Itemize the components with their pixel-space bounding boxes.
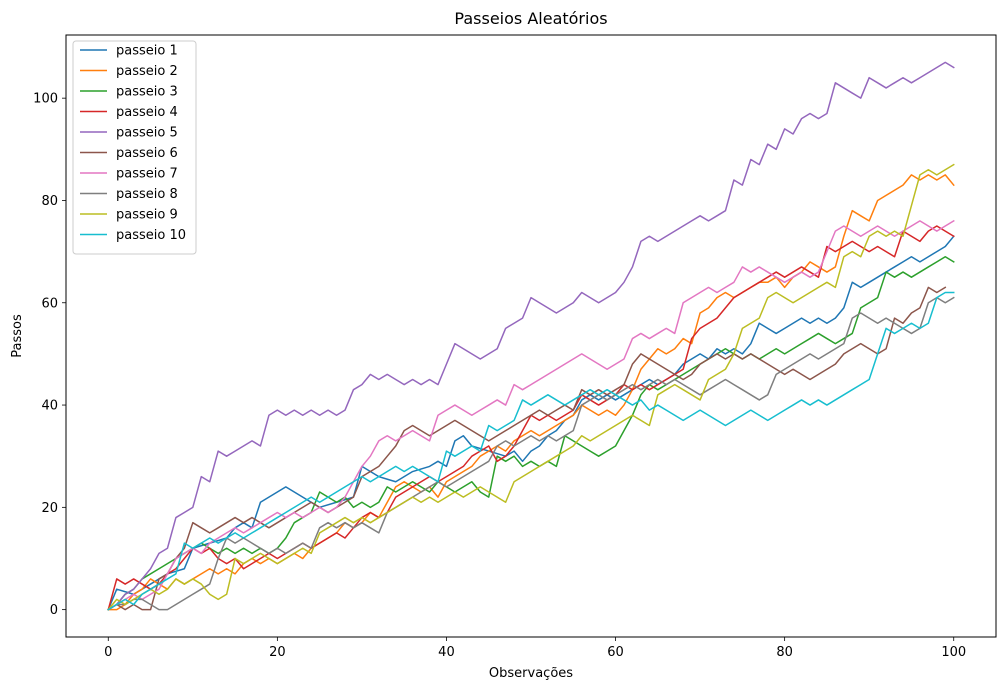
series-line-8 xyxy=(107,296,955,611)
x-tick-label: 60 xyxy=(607,645,624,660)
x-tick-label: 0 xyxy=(104,645,112,660)
x-tick-label: 40 xyxy=(438,645,455,660)
x-tick-label: 100 xyxy=(941,645,966,660)
legend-label-3: passeio 3 xyxy=(116,85,178,100)
series-line-6 xyxy=(107,286,947,611)
y-tick-label: 0 xyxy=(50,603,58,618)
y-axis-label: Passos xyxy=(10,314,25,358)
x-axis-label: Observações xyxy=(489,666,573,681)
legend-box xyxy=(72,40,197,255)
y-tick-label: 40 xyxy=(41,399,58,414)
legend-label-1: passeio 1 xyxy=(116,44,178,59)
legend-label-6: passeio 6 xyxy=(116,146,178,161)
legend-label-2: passeio 2 xyxy=(116,64,178,79)
y-tick-label: 100 xyxy=(33,92,58,107)
legend-label-9: passeio 9 xyxy=(116,208,178,223)
legend: passeio 1 passeio 2 passeio 3 passeio 4 pass… xyxy=(72,40,197,255)
legend-label-5: passeio 5 xyxy=(116,126,178,141)
plot-lines xyxy=(107,61,955,611)
y-axis: 0 20 40 60 80 100 xyxy=(33,92,66,618)
y-tick-label: 80 xyxy=(41,194,58,209)
series-line-7 xyxy=(107,219,955,611)
x-tick-label: 80 xyxy=(776,645,793,660)
legend-label-10: passeio 10 xyxy=(116,228,186,243)
y-tick-label: 20 xyxy=(41,501,58,516)
legend-label-7: passeio 7 xyxy=(116,167,178,182)
legend-label-8: passeio 8 xyxy=(116,187,178,202)
series-line-9 xyxy=(107,163,955,611)
series-line-10 xyxy=(107,291,955,611)
plot-frame xyxy=(65,34,997,638)
x-tick-label: 20 xyxy=(269,645,286,660)
legend-label-4: passeio 4 xyxy=(116,105,178,120)
y-tick-label: 60 xyxy=(41,296,58,311)
chart-title: Passeios Aleatórios xyxy=(454,9,607,28)
x-axis: 0 20 40 60 80 100 xyxy=(104,637,966,660)
series-line-5 xyxy=(107,61,955,611)
